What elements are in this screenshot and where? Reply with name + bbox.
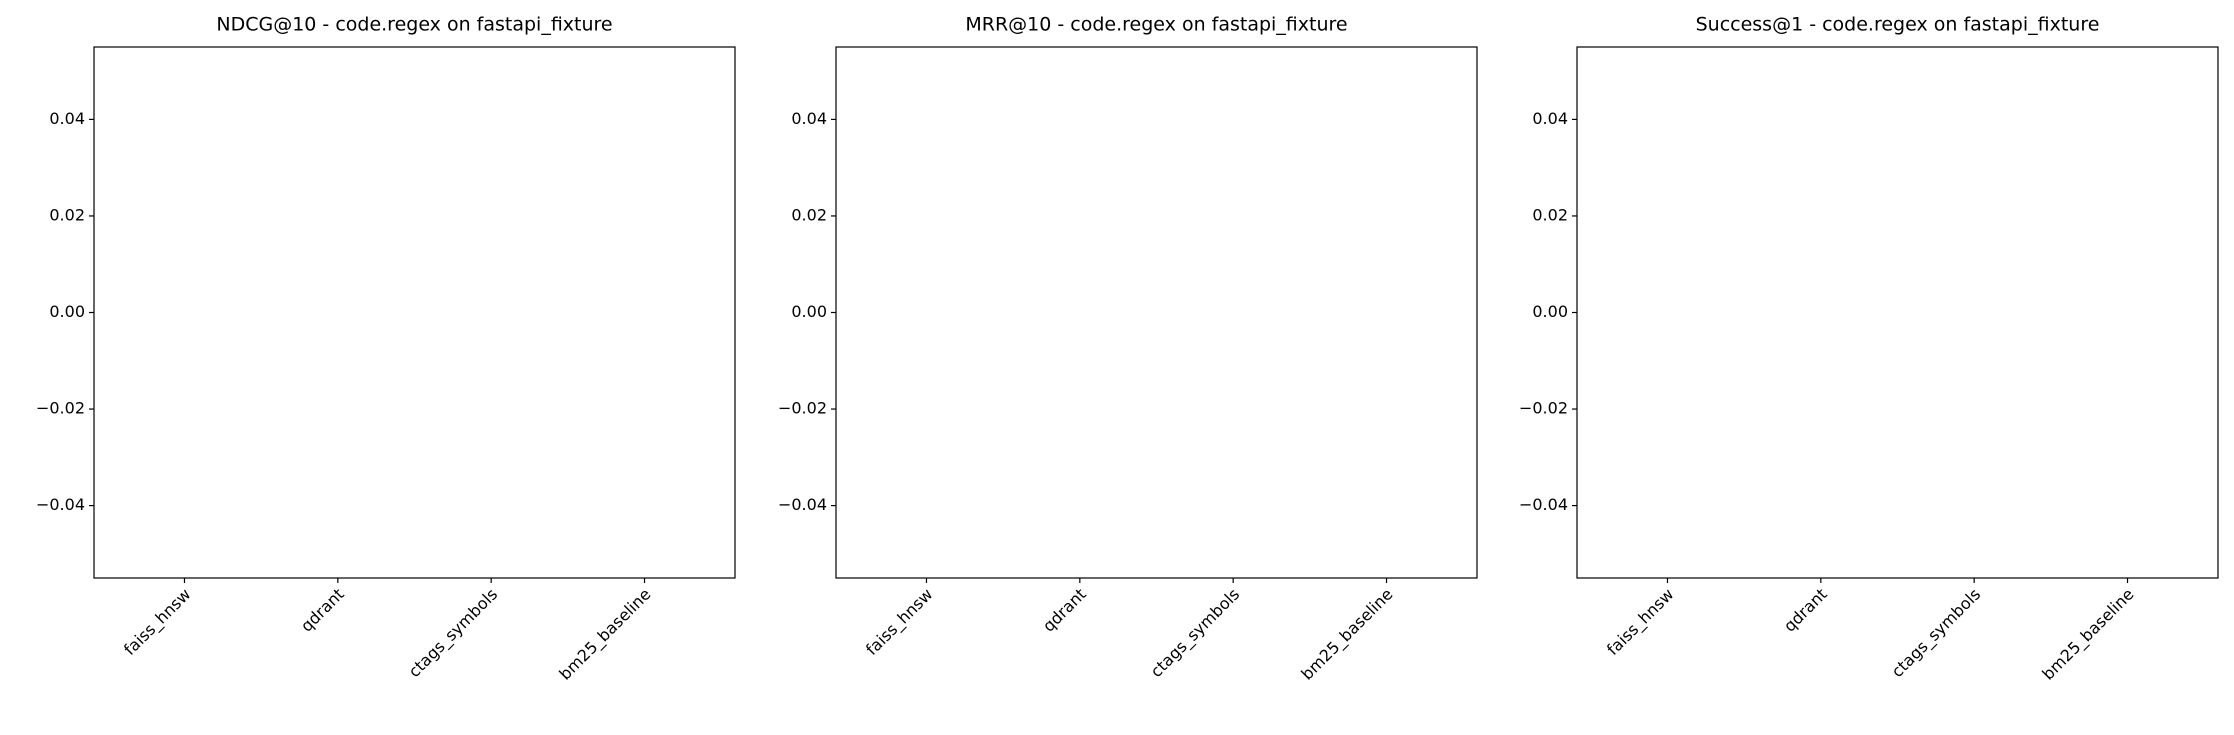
x-tick-label: qdrant: [297, 585, 348, 636]
y-tick-label: −0.04: [778, 495, 827, 514]
y-tick-label: −0.02: [1519, 399, 1568, 418]
y-tick-label: 0.00: [49, 302, 85, 321]
y-tick-label: 0.00: [791, 302, 827, 321]
y-tick-label: −0.02: [36, 399, 85, 418]
x-tick-label: bm25_baseline: [1297, 585, 1397, 685]
x-tick-label: faiss_hnsw: [862, 585, 937, 660]
axes-frame: [1576, 46, 2219, 579]
chart-title: NDCG@10 - code.regex on fastapi_fixture: [216, 14, 612, 36]
y-tick-label: 0.02: [791, 205, 827, 224]
x-tick-label: ctags_symbols: [1888, 585, 1985, 682]
x-tick-label: qdrant: [1039, 585, 1090, 636]
y-tick-label: −0.04: [1519, 495, 1568, 514]
y-tick-label: 0.02: [1532, 205, 1568, 224]
x-tick-label: ctags_symbols: [1147, 585, 1244, 682]
y-tick-label: 0.02: [49, 205, 85, 224]
y-tick-label: −0.02: [778, 399, 827, 418]
y-tick-label: −0.04: [36, 495, 85, 514]
x-tick-label: ctags_symbols: [405, 585, 502, 682]
y-tick-label: 0.04: [791, 109, 827, 128]
chart-title: MRR@10 - code.regex on fastapi_fixture: [965, 14, 1347, 36]
y-tick-label: 0.00: [1532, 302, 1568, 321]
y-tick-label: 0.04: [1532, 109, 1568, 128]
axes-frame: [835, 46, 1478, 579]
x-tick-label: faiss_hnsw: [1603, 585, 1678, 660]
y-tick-label: 0.04: [49, 109, 85, 128]
x-tick-label: qdrant: [1780, 585, 1831, 636]
x-tick-label: bm25_baseline: [2038, 585, 2138, 685]
x-tick-label: bm25_baseline: [555, 585, 655, 685]
axes-frame: [93, 46, 736, 579]
x-tick-label: faiss_hnsw: [120, 585, 195, 660]
chart-title: Success@1 - code.regex on fastapi_fixtur…: [1696, 14, 2100, 36]
